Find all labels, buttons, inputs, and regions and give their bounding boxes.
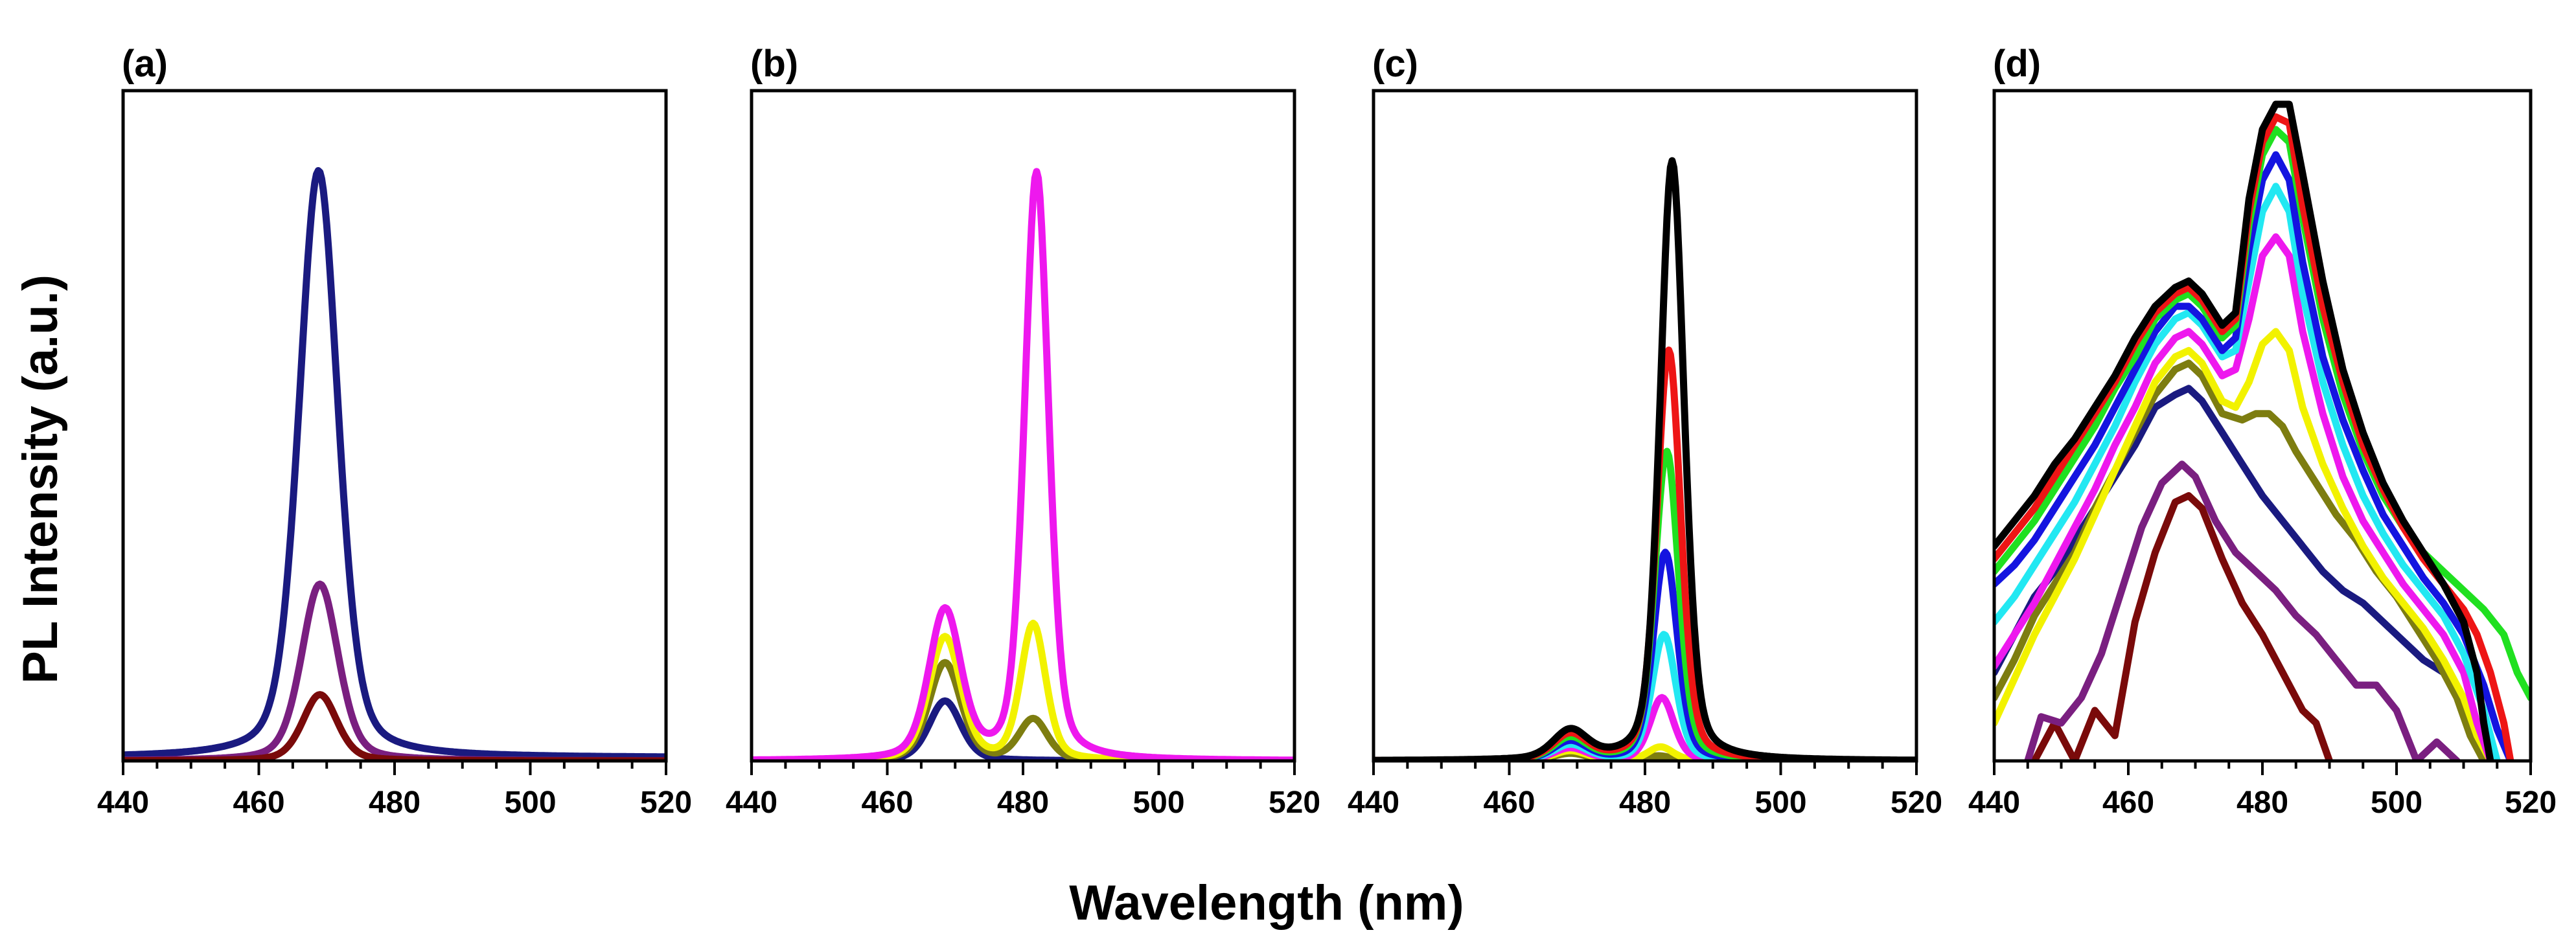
chart-panel-b: (b) 440 460 480 500 520 [726, 43, 1320, 820]
x-tick-label: 480 [1619, 786, 1671, 820]
series-maroon [2030, 492, 2333, 761]
x-tick-label: 500 [1754, 786, 1806, 820]
series-purple [123, 580, 666, 761]
x-axis-title: Wavelength (nm) [1069, 876, 1464, 931]
x-tick-label: 440 [726, 786, 777, 820]
x-tick-label: 460 [233, 786, 284, 820]
panel-label: (b) [750, 43, 798, 85]
x-tick-label: 480 [2237, 786, 2288, 820]
x-tick-label: 500 [1133, 786, 1184, 820]
series-black [1374, 157, 1916, 761]
x-tick-label: 460 [2102, 786, 2154, 820]
x-tick-label: 440 [1968, 786, 2020, 820]
series-yellow [752, 619, 1294, 761]
y-axis-title: PL Intensity (a.u.) [13, 275, 68, 684]
panel-label: (a) [122, 43, 168, 85]
series-purple [2024, 460, 2461, 761]
series-magenta [1994, 233, 2494, 761]
x-tick-label: 480 [369, 786, 420, 820]
series-yellow [1994, 328, 2494, 761]
x-tick-label: 480 [997, 786, 1049, 820]
x-tick-label: 440 [1348, 786, 1399, 820]
chart-panel-c: (c) 440 460 480 500 520 [1348, 43, 1942, 820]
x-tick-label: 520 [2505, 786, 2557, 820]
panel-label: (d) [1993, 43, 2041, 85]
chart-panel-a: (a) 440 460 480 500 520 [97, 43, 692, 820]
x-tick-label: 460 [861, 786, 913, 820]
series-black [1994, 100, 2494, 761]
x-tick-label: 460 [1483, 786, 1535, 820]
x-tick-label: 500 [504, 786, 556, 820]
x-tick-label: 440 [97, 786, 149, 820]
series-magenta [752, 168, 1294, 761]
x-tick-label: 520 [1891, 786, 1942, 820]
axis-frame [121, 89, 668, 763]
x-tick-label: 500 [2371, 786, 2422, 820]
x-tick-label: 520 [640, 786, 692, 820]
series-blue [1994, 151, 2514, 761]
chart-panel-d: (d) 440 460 480 500 520 [1968, 43, 2557, 820]
series-navy [123, 167, 666, 761]
series-cyan [1994, 183, 2501, 761]
x-tick-label: 520 [1269, 786, 1320, 820]
panel-label: (c) [1372, 43, 1418, 85]
